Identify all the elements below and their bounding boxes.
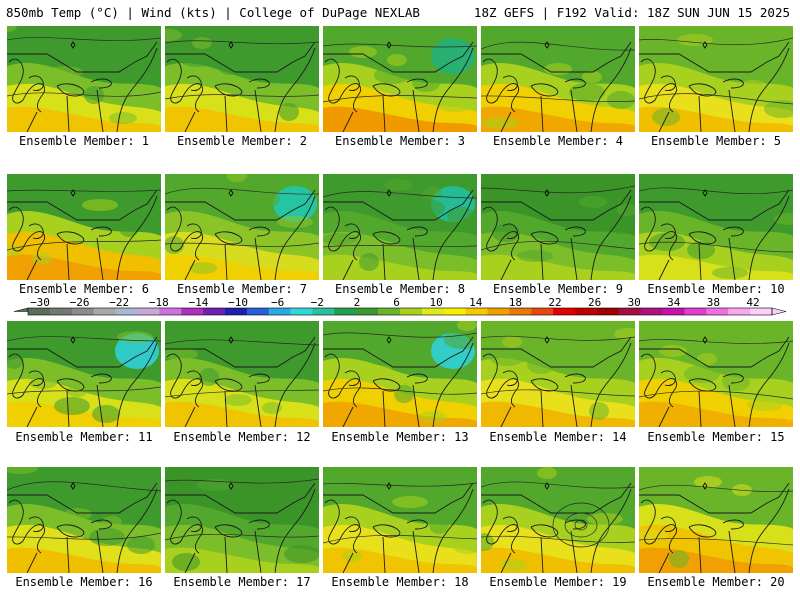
ensemble-member-label: Ensemble Member: 18 (331, 575, 469, 589)
colorbar-swatch (224, 308, 248, 315)
colorbar-swatch (334, 308, 357, 315)
ensemble-member-label: Ensemble Member: 8 (334, 282, 466, 296)
colorbar-tick-label: 2 (354, 296, 361, 309)
ensemble-member-map (481, 321, 635, 427)
colorbar-swatch (728, 308, 751, 315)
colorbar-swatch (684, 308, 707, 315)
colorbar-swatch (115, 308, 138, 315)
ensemble-member-label: Ensemble Member: 9 (492, 282, 624, 296)
colorbar-tick-label: 42 (746, 296, 759, 309)
ensemble-member-map (7, 467, 161, 573)
colorbar-tick-label: −26 (70, 296, 90, 309)
ensemble-member-label: Ensemble Member: 13 (331, 430, 469, 444)
colorbar-tick-label: 22 (548, 296, 561, 309)
colorbar-swatch (49, 308, 73, 315)
ensemble-member-label: Ensemble Member: 11 (15, 430, 153, 444)
ensemble-member-map (165, 321, 319, 427)
ensemble-member-label: Ensemble Member: 10 (647, 282, 785, 296)
ensemble-member-label: Ensemble Member: 3 (334, 134, 466, 148)
temperature-colorbar: −30 −26 −22 −18 −14 −10 −6 −2 2 6 10 14 18 22 26 30 34 38… (13, 296, 787, 316)
colorbar-swatch (181, 308, 204, 315)
ensemble-member-map (481, 467, 635, 573)
ensemble-member-map (7, 174, 161, 280)
colorbar-tick-label: 10 (430, 296, 443, 309)
colorbar-swatch (706, 308, 729, 315)
ensemble-member-label: Ensemble Member: 5 (650, 134, 782, 148)
ensemble-member-map (323, 467, 477, 573)
ensemble-member-map (165, 174, 319, 280)
ensemble-member-map (639, 26, 793, 132)
ensemble-member-label: Ensemble Member: 14 (489, 430, 627, 444)
ensemble-member-label: Ensemble Member: 4 (492, 134, 624, 148)
colorbar-tick-label: 6 (393, 296, 400, 309)
colorbar-swatch (750, 308, 773, 315)
ensemble-member-map (7, 26, 161, 132)
colorbar-swatch (356, 308, 379, 315)
colorbar-swatch (575, 308, 598, 315)
ensemble-member-label: Ensemble Member: 17 (173, 575, 311, 589)
colorbar-tick-label: 30 (628, 296, 641, 309)
ensemble-member-map (323, 321, 477, 427)
colorbar-swatch (443, 308, 467, 315)
colorbar-swatch (137, 308, 160, 315)
ensemble-member-label: Ensemble Member: 7 (176, 282, 308, 296)
colorbar-tick-label: −30 (30, 296, 50, 309)
colorbar-tick-label: −2 (311, 296, 324, 309)
colorbar-swatch (531, 308, 554, 315)
ensemble-member-map (639, 321, 793, 427)
ensemble-member-map (323, 26, 477, 132)
ensemble-member-map (639, 467, 793, 573)
ensemble-member-label: Ensemble Member: 19 (489, 575, 627, 589)
colorbar-swatch (487, 308, 510, 315)
colorbar-right-arrow (771, 307, 787, 316)
colorbar-swatch (421, 308, 445, 315)
colorbar-swatch (159, 308, 182, 315)
colorbar-tick-label: −14 (189, 296, 209, 309)
colorbar-swatch (268, 308, 292, 315)
colorbar-swatch (596, 308, 620, 315)
colorbar-swatch (400, 308, 423, 315)
colorbar-swatch (378, 308, 401, 315)
colorbar-tick-label: 18 (509, 296, 522, 309)
colorbar-swatch (93, 308, 117, 315)
ensemble-member-map (481, 174, 635, 280)
colorbar-swatch (553, 308, 576, 315)
colorbar-tick-label: 14 (469, 296, 483, 309)
colorbar-tick-label: −22 (109, 296, 129, 309)
colorbar-tick-label: −10 (228, 296, 248, 309)
colorbar-swatch (28, 308, 51, 315)
colorbar-swatch (465, 308, 489, 315)
colorbar-swatch (290, 308, 313, 315)
ensemble-member-map (639, 174, 793, 280)
colorbar-left-arrow (13, 307, 29, 312)
ensemble-member-label: Ensemble Member: 15 (647, 430, 785, 444)
colorbar-tick-label: 26 (588, 296, 601, 309)
colorbar-swatch (640, 308, 664, 315)
colorbar-swatch (312, 308, 335, 315)
colorbar-tick-label: −18 (149, 296, 169, 309)
colorbar-swatch (246, 308, 270, 315)
ensemble-member-map (7, 321, 161, 427)
chart-title: 850mb Temp (°C) | Wind (kts) | College o… (6, 5, 420, 20)
colorbar-swatch (71, 308, 95, 315)
ensemble-member-label: Ensemble Member: 16 (15, 575, 153, 589)
colorbar-swatch (662, 308, 685, 315)
ensemble-member-label: Ensemble Member: 1 (18, 134, 150, 148)
colorbar-tick-label: −6 (271, 296, 284, 309)
colorbar-tick-label: 34 (667, 296, 681, 309)
colorbar-swatch (203, 308, 226, 315)
colorbar-swatch (618, 308, 642, 315)
ensemble-member-label: Ensemble Member: 6 (18, 282, 150, 296)
ensemble-member-label: Ensemble Member: 2 (176, 134, 308, 148)
ensemble-member-map (323, 174, 477, 280)
colorbar-tick-label: 38 (707, 296, 720, 309)
ensemble-member-label: Ensemble Member: 20 (647, 575, 785, 589)
model-run-info: 18Z GEFS | F192 Valid: 18Z SUN JUN 15 20… (473, 5, 790, 20)
ensemble-member-label: Ensemble Member: 12 (173, 430, 311, 444)
colorbar-swatch (509, 308, 532, 315)
ensemble-member-map (165, 467, 319, 573)
ensemble-member-map (165, 26, 319, 132)
ensemble-member-map (481, 26, 635, 132)
